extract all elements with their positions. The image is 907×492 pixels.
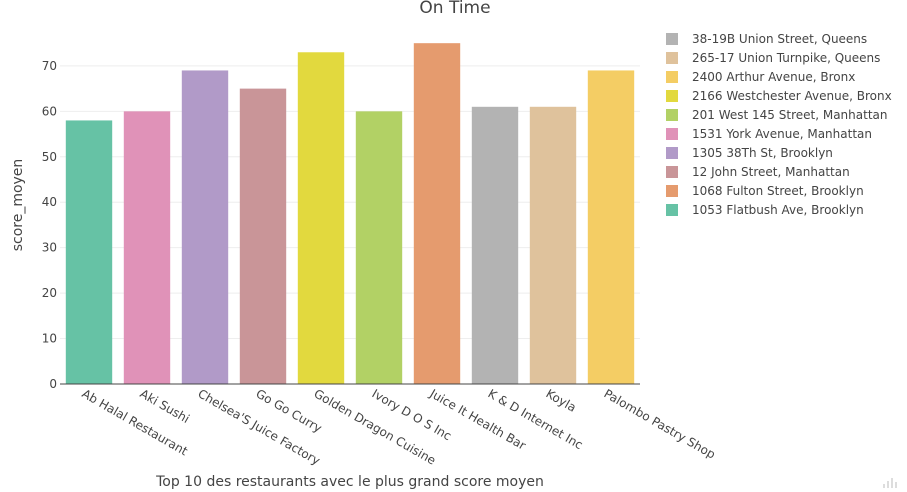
legend-swatch	[666, 185, 678, 197]
legend[interactable]: 38-19B Union Street, Queens 265-17 Union …	[666, 32, 892, 217]
legend-item[interactable]: 1053 Flatbush Ave, Brooklyn	[666, 203, 864, 217]
legend-item[interactable]: 201 West 145 Street, Manhattan	[666, 108, 888, 122]
bar[interactable]	[529, 106, 577, 384]
x-tick-label: Koyla	[544, 386, 579, 414]
bar[interactable]	[65, 120, 113, 384]
legend-item[interactable]: 265-17 Union Turnpike, Queens	[666, 51, 880, 65]
x-tick-label: Palombo Pastry Shop	[602, 386, 718, 461]
legend-item[interactable]: 1531 York Avenue, Manhattan	[666, 127, 872, 141]
legend-label: 38-19B Union Street, Queens	[692, 32, 867, 46]
x-tick-label: Ab Halal Restaurant	[80, 386, 191, 458]
legend-swatch	[666, 128, 678, 140]
bars	[65, 43, 635, 385]
legend-item[interactable]: 1068 Fulton Street, Brooklyn	[666, 184, 864, 198]
x-axis-title: Top 10 des restaurants avec le plus gran…	[155, 474, 544, 490]
y-tick-label: 20	[42, 286, 57, 300]
legend-label: 1068 Fulton Street, Brooklyn	[692, 184, 864, 198]
y-tick-label: 10	[42, 332, 57, 346]
plotly-logo-icon[interactable]	[883, 478, 897, 488]
legend-label: 2166 Westchester Avenue, Bronx	[692, 89, 892, 103]
bar[interactable]	[297, 52, 345, 385]
bar[interactable]	[181, 70, 229, 384]
legend-swatch	[666, 109, 678, 121]
y-tick-label: 70	[42, 59, 57, 73]
legend-swatch	[666, 52, 678, 64]
legend-item[interactable]: 2400 Arthur Avenue, Bronx	[666, 70, 855, 84]
legend-swatch	[666, 166, 678, 178]
y-axis-title: score_moyen	[10, 159, 26, 252]
legend-label: 1305 38Th St, Brooklyn	[692, 146, 833, 160]
chart-title: On Time	[419, 0, 490, 18]
legend-label: 1053 Flatbush Ave, Brooklyn	[692, 203, 864, 217]
x-tick-label: Juice It Health Bar	[427, 386, 529, 453]
legend-item[interactable]: 2166 Westchester Avenue, Bronx	[666, 89, 892, 103]
y-tick-label: 30	[42, 241, 57, 255]
legend-item[interactable]: 12 John Street, Manhattan	[666, 165, 850, 179]
legend-label: 12 John Street, Manhattan	[692, 165, 850, 179]
legend-swatch	[666, 71, 678, 83]
y-tick-label: 0	[49, 377, 57, 391]
legend-swatch	[666, 90, 678, 102]
legend-swatch	[666, 147, 678, 159]
y-tick-label: 40	[42, 195, 57, 209]
y-tick-label: 60	[42, 104, 57, 118]
bar[interactable]	[239, 88, 287, 385]
legend-item[interactable]: 1305 38Th St, Brooklyn	[666, 146, 833, 160]
legend-label: 2400 Arthur Avenue, Bronx	[692, 70, 855, 84]
x-tick-label: K & D Internet Inc	[486, 386, 586, 452]
legend-item[interactable]: 38-19B Union Street, Queens	[666, 32, 867, 46]
bar[interactable]	[471, 106, 519, 384]
legend-label: 201 West 145 Street, Manhattan	[692, 108, 888, 122]
bar[interactable]	[355, 111, 403, 385]
bar[interactable]	[587, 70, 635, 384]
y-tick-labels: 0 10 20 30 40 50 60 70	[42, 59, 57, 391]
legend-label: 1531 York Avenue, Manhattan	[692, 127, 872, 141]
bar[interactable]	[123, 111, 171, 385]
bar[interactable]	[413, 43, 461, 384]
y-tick-label: 50	[42, 150, 57, 164]
legend-label: 265-17 Union Turnpike, Queens	[692, 51, 880, 65]
legend-swatch	[666, 33, 678, 45]
legend-swatch	[666, 204, 678, 216]
